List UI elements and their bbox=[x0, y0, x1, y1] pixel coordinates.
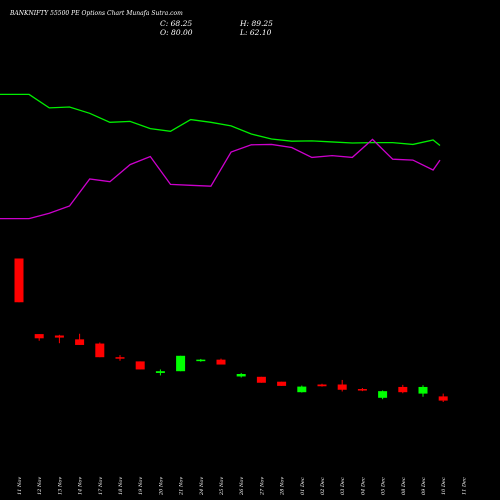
date-tick-label: 11 Dec bbox=[461, 477, 467, 495]
date-tick-label: 19 Nov bbox=[138, 477, 144, 495]
candle bbox=[155, 369, 165, 376]
date-tick-label: 03 Dec bbox=[340, 477, 346, 495]
date-tick-label: 04 Dec bbox=[360, 477, 366, 495]
candle-body bbox=[398, 386, 408, 393]
candle bbox=[75, 333, 85, 345]
candle bbox=[236, 372, 246, 378]
date-tick-label: 21 Nov bbox=[179, 477, 185, 496]
candle bbox=[256, 376, 266, 383]
low-value: L: 62.10 bbox=[240, 28, 272, 37]
candle bbox=[54, 334, 64, 344]
date-tick-label: 01 Dec bbox=[300, 477, 306, 495]
candle-body bbox=[135, 361, 145, 370]
candle bbox=[277, 381, 287, 386]
green-indicator-line bbox=[0, 93, 441, 147]
close-value: C: 68.25 bbox=[160, 19, 193, 28]
candle bbox=[95, 342, 105, 358]
candle bbox=[337, 379, 347, 392]
date-tick-label: 20 Nov bbox=[158, 477, 164, 496]
date-tick-label: 27 Nov bbox=[259, 477, 265, 496]
candle-body bbox=[297, 386, 307, 393]
date-tick-label: 10 Dec bbox=[441, 477, 447, 495]
candle-body bbox=[236, 374, 246, 377]
candle bbox=[115, 355, 125, 361]
candle-body bbox=[438, 396, 448, 401]
date-tick-label: 14 Nov bbox=[78, 477, 84, 495]
date-tick-label: 11 Nov bbox=[17, 477, 23, 495]
candle-body bbox=[115, 357, 125, 359]
date-tick-label: 26 Nov bbox=[239, 477, 245, 496]
candle-body bbox=[95, 343, 105, 358]
candle-body bbox=[256, 376, 266, 383]
candle-body bbox=[75, 339, 85, 345]
candle bbox=[34, 334, 44, 341]
date-tick-label: 13 Nov bbox=[57, 477, 63, 495]
date-tick-label: 24 Nov bbox=[199, 477, 205, 496]
candle-body bbox=[357, 389, 367, 391]
candle-body bbox=[34, 334, 44, 339]
candle bbox=[378, 390, 388, 400]
date-tick-label: 28 Nov bbox=[280, 477, 286, 496]
candle-body bbox=[317, 384, 327, 387]
date-tick-label: 02 Dec bbox=[320, 477, 326, 495]
candle-body bbox=[196, 359, 206, 362]
candle bbox=[398, 384, 408, 394]
date-tick-label: 18 Nov bbox=[118, 477, 124, 495]
chart-title: BANKNIFTY 55500 PE Options Chart Munafa … bbox=[10, 10, 183, 17]
candle-body bbox=[54, 335, 64, 338]
date-tick-label: 17 Nov bbox=[98, 477, 104, 495]
candle-body bbox=[378, 391, 388, 398]
date-axis: 11 Nov 12 Nov 13 Nov 14 Nov 17 Nov 18 Nov 19 N… bbox=[17, 477, 467, 496]
date-tick-label: 08 Dec bbox=[401, 477, 407, 495]
candle bbox=[135, 361, 145, 370]
date-tick-label: 09 Dec bbox=[421, 477, 427, 495]
candle bbox=[438, 393, 448, 402]
candle bbox=[216, 358, 226, 365]
candle bbox=[176, 355, 186, 372]
candle-body bbox=[418, 386, 428, 394]
indicator-lines bbox=[0, 93, 441, 220]
candle bbox=[297, 385, 307, 393]
date-tick-label: 25 Nov bbox=[219, 477, 225, 496]
candle-body bbox=[337, 384, 347, 390]
candle bbox=[357, 388, 367, 392]
candle bbox=[196, 358, 206, 362]
candle-body bbox=[176, 355, 186, 372]
candle-body bbox=[277, 381, 287, 386]
candle bbox=[418, 385, 428, 397]
date-tick-label: 12 Nov bbox=[37, 477, 43, 495]
date-tick-label: 05 Dec bbox=[381, 477, 387, 495]
candle-body bbox=[155, 371, 165, 373]
magenta-indicator-line bbox=[0, 138, 441, 220]
high-value: H: 89.25 bbox=[240, 19, 273, 28]
candle-body bbox=[216, 359, 226, 365]
candle bbox=[317, 383, 327, 387]
candle-body bbox=[14, 258, 24, 303]
open-value: O: 80.00 bbox=[160, 28, 193, 37]
candle bbox=[14, 258, 24, 303]
candles bbox=[14, 258, 448, 402]
